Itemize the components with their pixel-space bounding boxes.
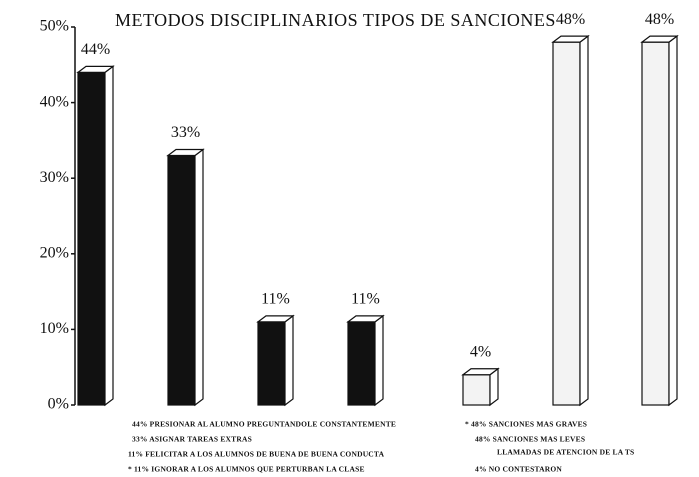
bar-top xyxy=(166,148,205,157)
value-label: 48% xyxy=(556,11,585,28)
legend-note: 4% NO CONTESTARON xyxy=(475,465,562,474)
value-label: 33% xyxy=(171,124,200,141)
y-tick-label: 20% xyxy=(40,244,69,261)
legend-note: 44% PRESIONAR AL ALUMNO PREGUNTANDOLE CO… xyxy=(132,420,396,429)
bar-top xyxy=(256,315,295,323)
y-tick-label: 30% xyxy=(40,169,69,186)
bar-side xyxy=(668,34,678,407)
bar-top xyxy=(76,65,115,73)
bar xyxy=(552,41,581,406)
chart-title: METODOS DISCIPLINARIOS TIPOS DE SANCIONE… xyxy=(115,10,556,30)
value-label: 11% xyxy=(261,291,290,308)
bar xyxy=(257,321,286,406)
bar xyxy=(462,374,491,406)
bar-top xyxy=(551,35,590,43)
legend-note: LLAMADAS DE ATENCION DE LA TS xyxy=(497,448,634,457)
y-tick-label: 0% xyxy=(48,396,69,413)
legend-note: 11% FELICITAR A LOS ALUMNOS DE BUENA DE … xyxy=(128,450,385,459)
value-label: 4% xyxy=(470,343,491,360)
bar-side xyxy=(374,314,384,407)
legend-note: 33% ASIGNAR TAREAS EXTRAS xyxy=(132,435,252,444)
bar-side xyxy=(579,34,589,407)
value-label: 48% xyxy=(645,11,674,28)
bar-side xyxy=(284,314,294,407)
bar-top xyxy=(461,368,500,376)
y-tick-label: 40% xyxy=(40,93,69,110)
bar xyxy=(167,154,196,406)
legend-note: * 11% IGNORAR A LOS ALUMNOS QUE PERTURBA… xyxy=(128,465,365,474)
y-tick-label: 10% xyxy=(40,320,69,337)
bar xyxy=(347,321,376,406)
bar xyxy=(77,71,106,406)
bar-side xyxy=(104,65,114,407)
bar-side xyxy=(194,148,204,407)
y-tick-label: 50% xyxy=(40,18,69,35)
value-label: 11% xyxy=(351,291,380,308)
bar-top xyxy=(346,315,385,323)
value-label: 44% xyxy=(81,41,110,58)
legend-note: * 48% SANCIONES MAS GRAVES xyxy=(465,420,587,429)
bar xyxy=(641,41,670,406)
legend-note: 48% SANCIONES MAS LEVES xyxy=(475,435,585,444)
bar-top xyxy=(640,35,679,43)
